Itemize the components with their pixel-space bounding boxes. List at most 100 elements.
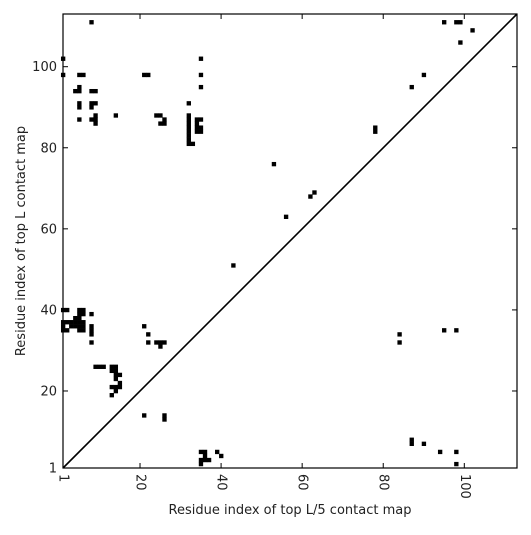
contact-cell-upper-9	[93, 88, 98, 94]
contact-cell-lower-50	[158, 344, 163, 349]
contact-cell-upper-5	[77, 84, 82, 90]
contact-cell-lower-14	[77, 311, 82, 317]
contact-cell-lower-41	[117, 380, 123, 386]
contact-cell-lower-66	[409, 437, 414, 442]
contact-cell-lower-42	[109, 393, 114, 398]
contact-cell-upper-4	[89, 20, 94, 25]
contact-cell-lower-49	[162, 340, 167, 345]
contact-cell-lower-25	[89, 328, 94, 333]
contact-cell-lower-28	[93, 364, 98, 369]
contact-cell-lower-7	[65, 328, 70, 333]
x-tick-label-1: 20	[133, 474, 148, 491]
contact-cell-upper-31	[186, 121, 191, 126]
contact-cell-upper-49	[283, 214, 289, 219]
contact-cell-upper-20	[113, 113, 119, 118]
contact-cell-upper-28	[186, 101, 191, 106]
contact-cell-lower-53	[162, 417, 167, 422]
x-tick-label-3: 60	[295, 474, 310, 491]
contact-cell-lower-45	[146, 332, 151, 337]
contact-cell-upper-47	[198, 84, 204, 90]
contact-cell-upper-41	[194, 125, 200, 130]
contact-cell-lower-21	[81, 328, 86, 333]
contact-cell-upper-2	[77, 72, 82, 78]
contact-cell-upper-35	[186, 137, 191, 142]
contact-cell-lower-60	[198, 461, 204, 467]
contact-cell-upper-12	[89, 101, 94, 106]
y-tick-label-2: 40	[40, 303, 57, 318]
diagonal-line	[62, 13, 518, 469]
contact-cell-upper-53	[373, 129, 378, 134]
contact-cell-upper-14	[89, 105, 94, 110]
contact-cell-upper-60	[470, 28, 475, 33]
contact-cell-lower-8	[69, 324, 74, 329]
y-tick-label-3: 60	[40, 222, 57, 237]
y-axis-label: Residue index of top L contact map	[14, 126, 29, 356]
contact-cell-lower-11	[77, 315, 82, 321]
contact-cell-lower-43	[113, 388, 119, 394]
plot-frame	[62, 13, 518, 469]
contact-cell-lower-61	[215, 449, 220, 455]
contact-cell-lower-73	[454, 461, 459, 467]
contact-cell-lower-29	[97, 364, 102, 369]
contact-cell-upper-43	[194, 129, 200, 134]
contact-cell-lower-38	[109, 384, 114, 390]
contact-cell-lower-36	[113, 376, 119, 382]
contact-cell-lower-23	[89, 311, 94, 317]
contact-cell-lower-58	[202, 457, 208, 463]
contact-cell-lower-20	[77, 328, 82, 333]
contact-cell-upper-45	[198, 56, 204, 61]
contact-cell-lower-40	[117, 384, 123, 390]
contact-cell-lower-13	[77, 320, 82, 325]
contact-cell-lower-68	[421, 441, 427, 446]
x-tick-label-4: 80	[376, 474, 391, 491]
contact-cell-lower-69	[437, 449, 443, 455]
contact-cell-upper-40	[194, 121, 200, 126]
contact-cell-upper-10	[77, 101, 82, 106]
contact-cell-upper-8	[89, 88, 94, 94]
contact-cell-lower-51	[142, 413, 147, 418]
contact-cell-upper-42	[198, 125, 204, 130]
contact-cell-lower-17	[81, 307, 86, 313]
contact-cell-lower-18	[77, 324, 82, 329]
contact-cell-lower-70	[442, 328, 447, 333]
contact-cell-lower-27	[89, 340, 94, 345]
x-axis-label: Residue index of top L/5 contact map	[169, 503, 412, 518]
contact-cell-upper-18	[93, 117, 98, 122]
contact-cell-upper-19	[93, 121, 98, 126]
contact-cell-lower-31	[109, 364, 114, 369]
y-tick-label-4: 80	[40, 141, 57, 156]
contact-cell-upper-48	[271, 161, 277, 167]
contact-cell-lower-67	[409, 441, 414, 446]
contact-cell-upper-46	[198, 72, 204, 78]
contact-cell-lower-30	[101, 364, 106, 369]
contact-cell-upper-30	[186, 117, 191, 122]
x-tick-label-0: 1	[56, 474, 71, 482]
contact-cell-lower-10	[73, 315, 78, 321]
contact-cell-upper-55	[421, 72, 427, 78]
y-tick-label-5: 100	[32, 60, 57, 75]
contact-cell-upper-26	[162, 121, 167, 126]
contact-cell-upper-33	[186, 129, 191, 134]
contact-cell-lower-35	[113, 372, 119, 378]
contact-cell-upper-11	[77, 105, 82, 110]
contact-cell-lower-56	[202, 453, 208, 459]
contact-cell-upper-50	[308, 194, 313, 199]
contact-cell-lower-65	[397, 340, 402, 345]
contact-cell-upper-22	[146, 72, 151, 78]
y-tick-label-0: 1	[49, 462, 57, 477]
contact-cell-lower-72	[454, 449, 459, 455]
contact-cell-upper-7	[77, 88, 82, 94]
contact-cell-lower-48	[158, 340, 163, 345]
contact-cell-upper-59	[458, 40, 463, 45]
contact-cell-upper-38	[194, 117, 200, 122]
contact-cell-lower-55	[202, 449, 208, 455]
contact-cell-lower-71	[454, 328, 459, 333]
contact-cell-upper-51	[312, 190, 317, 195]
contact-cell-upper-13	[93, 101, 98, 106]
x-tick-label-2: 40	[214, 474, 229, 491]
contact-cell-lower-62	[219, 453, 224, 459]
contact-cell-upper-34	[186, 133, 191, 138]
